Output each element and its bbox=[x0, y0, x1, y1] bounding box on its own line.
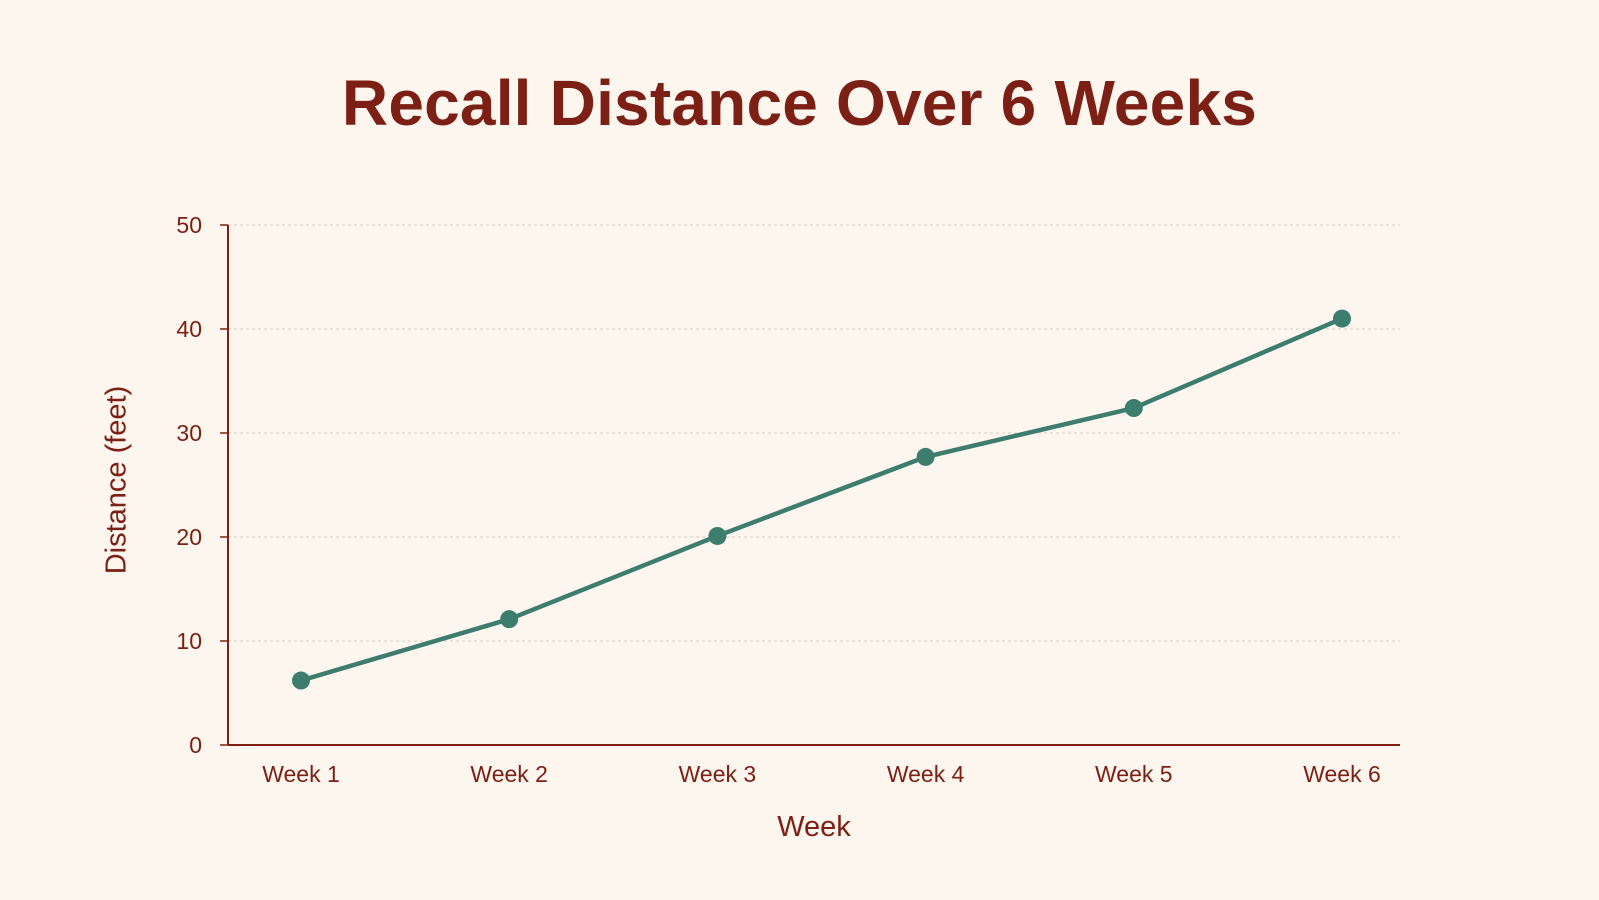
data-point bbox=[292, 671, 310, 690]
x-tick-label: Week 2 bbox=[470, 761, 548, 787]
y-tick-label: 0 bbox=[189, 732, 202, 758]
series-line bbox=[298, 316, 1345, 683]
data-point bbox=[916, 447, 935, 466]
y-tick-label: 20 bbox=[176, 524, 202, 550]
axes bbox=[227, 225, 1400, 746]
grid-lines bbox=[228, 224, 1400, 642]
series-line-layer bbox=[298, 316, 1345, 683]
x-tick-label: Week 3 bbox=[679, 761, 757, 787]
y-tick-label: 50 bbox=[176, 212, 202, 238]
x-tick-label: Week 5 bbox=[1095, 761, 1173, 787]
y-tick-label: 10 bbox=[176, 628, 202, 654]
y-tick-label: 40 bbox=[176, 316, 202, 342]
x-tick-label: Week 4 bbox=[887, 761, 965, 787]
x-axis-title: Week bbox=[777, 811, 851, 843]
x-tick-label: Week 1 bbox=[262, 761, 340, 787]
y-tick-labels: 0 10 20 30 40 50 bbox=[176, 212, 228, 758]
x-tick-labels: Week 1 Week 2 Week 3 Week 4 Week 5 Week 6 bbox=[262, 761, 1381, 787]
y-tick-label: 30 bbox=[176, 420, 202, 446]
y-axis-title: Distance (feet) bbox=[101, 386, 133, 575]
data-point bbox=[1333, 309, 1351, 328]
data-point bbox=[1124, 399, 1143, 418]
data-point bbox=[708, 526, 727, 545]
chart-title: Recall Distance Over 6 Weeks bbox=[341, 67, 1258, 139]
data-point bbox=[500, 610, 519, 629]
x-tick-label: Week 6 bbox=[1303, 761, 1381, 787]
data-points bbox=[292, 309, 1351, 690]
